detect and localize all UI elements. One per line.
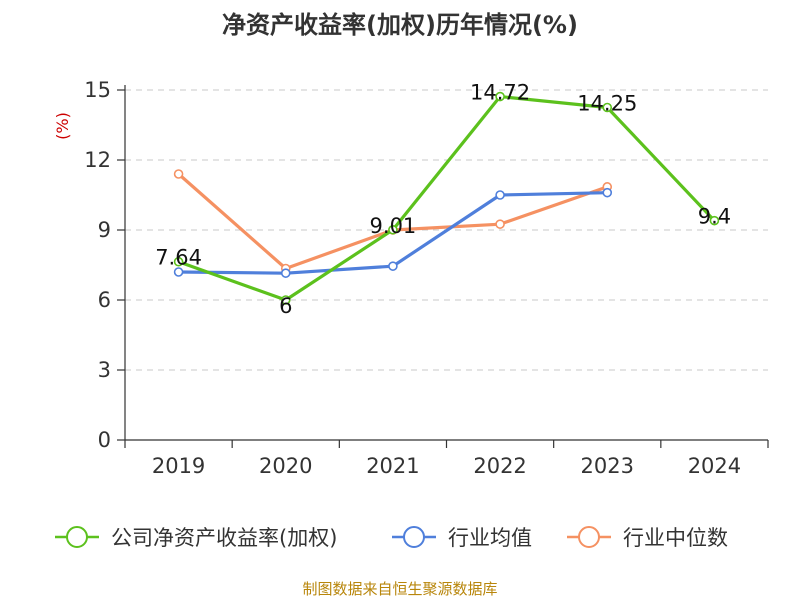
y-tick-label: 12	[84, 148, 111, 172]
y-tick-label: 6	[98, 288, 111, 312]
y-tick-label: 0	[98, 428, 111, 452]
legend-swatch-marker	[578, 526, 600, 548]
data-label: 14.72	[470, 81, 530, 105]
source-note: 制图数据来自恒生聚源数据库	[302, 580, 497, 598]
legend-label: 行业均值	[448, 526, 532, 550]
data-labels: 7.64 6 9.01 14.72 14.25 9.4	[155, 81, 731, 318]
data-point	[173, 267, 184, 277]
y-tick-label: 3	[98, 358, 111, 382]
x-tick-label: 2020	[259, 454, 312, 478]
data-point	[173, 256, 184, 267]
data-point	[495, 190, 505, 200]
data-point	[388, 224, 398, 235]
data-point	[495, 91, 505, 102]
legend: 公司净资产收益率(加权) 行业均值 行业中位数	[55, 526, 728, 550]
x-tick-label: 2022	[473, 454, 526, 478]
data-point	[388, 261, 398, 271]
data-point	[280, 268, 291, 278]
data-point	[602, 187, 613, 198]
data-label: 9.4	[698, 205, 731, 229]
series-line	[178, 94, 716, 302]
y-tick-label: 9	[98, 218, 111, 242]
data-label: 6	[279, 294, 292, 318]
data-point	[602, 102, 613, 113]
legend-swatch-marker	[66, 526, 88, 548]
data-point	[709, 215, 720, 226]
axes: 0 3 6 9 12 15 2019 2020 2021 2022 2023 2024	[84, 78, 769, 478]
legend-label: 行业中位数	[623, 526, 728, 550]
y-tick-label: 15	[84, 78, 111, 102]
series-lines	[173, 91, 720, 305]
legend-swatch-marker	[403, 526, 425, 548]
data-point	[495, 219, 505, 229]
x-tick-label: 2023	[581, 454, 634, 478]
x-tick-label: 2024	[688, 454, 741, 478]
data-point	[280, 295, 291, 305]
y-axis-label: (%)	[53, 112, 72, 140]
data-label: 7.64	[155, 246, 202, 270]
legend-label: 公司净资产收益率(加权)	[111, 526, 337, 550]
chart-title: 净资产收益率(加权)历年情况(%)	[222, 11, 578, 39]
x-tick-label: 2021	[366, 454, 419, 478]
data-point	[173, 169, 184, 179]
x-tick-label: 2019	[152, 454, 205, 478]
data-label: 14.25	[577, 92, 637, 116]
data-label: 9.01	[370, 214, 417, 238]
